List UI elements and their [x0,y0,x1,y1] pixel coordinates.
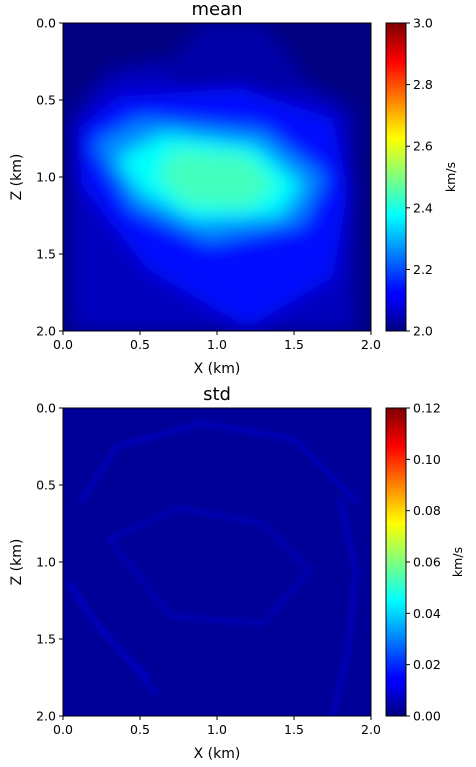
x-tick-label: 0.5 [130,722,150,737]
std-ylabel: Z (km) [9,539,25,586]
mean-y-ticks: 0.0 0.5 1.0 1.5 2.0 [36,16,63,339]
mean-heatmap [63,23,371,331]
std-panel: std 0.0 0.5 1.0 1.5 2.0 0.0 0.5 1.0 1.5 2.0 X (k… [9,384,465,762]
x-tick-label: 1.5 [284,722,304,737]
mean-colorbar-ticks: 2.0 2.2 2.4 2.6 2.8 3.0 [406,16,433,339]
mean-colorbar-label: km/s [443,162,458,192]
colorbar-tick-label: 2.8 [413,77,433,92]
x-tick-label: 0.0 [53,722,73,737]
std-title: std [203,384,231,405]
colorbar-tick-label: 0.10 [413,452,441,467]
field-streak-arc_upper [79,420,359,503]
x-tick-label: 0.0 [53,337,73,352]
colorbar-tick-label: 2.0 [413,324,433,339]
y-tick-label: 2.0 [36,709,56,724]
x-tick-label: 1.0 [207,722,227,737]
x-tick-label: 2.0 [361,337,381,352]
x-tick-label: 1.0 [207,337,227,352]
colorbar-tick-label: 3.0 [413,16,433,31]
y-tick-label: 1.0 [36,555,56,570]
colorbar-tick-label: 0.02 [413,657,441,672]
field-streak-inner_ring [106,505,312,627]
colorbar-tick-label: 0.08 [413,503,441,518]
std-x-ticks: 0.0 0.5 1.0 1.5 2.0 [53,716,381,737]
mean-title: mean [191,0,242,20]
mean-colorbar-gradient [385,22,407,332]
std-colorbar-label: km/s [450,547,465,577]
std-heatmap [63,408,371,716]
colorbar-tick-label: 0.06 [413,555,441,570]
colorbar-tick-label: 2.6 [413,139,433,154]
y-tick-label: 1.5 [36,632,56,647]
colorbar-tick-label: 2.4 [413,200,433,215]
field-streak-arc_right [330,497,359,716]
y-tick-label: 2.0 [36,324,56,339]
std-colorbar-ticks: 0.00 0.02 0.04 0.06 0.08 0.10 0.12 [406,401,441,724]
mean-ylabel: Z (km) [9,154,25,201]
y-tick-label: 0.0 [36,401,56,416]
std-xlabel: X (km) [194,746,241,762]
std-colorbar-gradient [385,407,407,717]
mean-xlabel: X (km) [194,361,241,377]
x-tick-label: 2.0 [361,722,381,737]
colorbar-tick-label: 0.00 [413,709,441,724]
y-tick-label: 1.5 [36,247,56,262]
mean-colorbar: 2.0 2.2 2.4 2.6 2.8 3.0 km/s [385,16,458,339]
y-tick-label: 1.0 [36,170,56,185]
y-tick-label: 0.5 [36,478,56,493]
y-tick-label: 0.5 [36,93,56,108]
mean-panel: mean 0.0 0.5 1.0 1.5 2.0 0.0 0.5 1.0 1.5 2.0 X (… [9,0,458,377]
std-background [63,408,371,716]
field-region-top_lobe [163,23,302,108]
x-tick-label: 1.5 [284,337,304,352]
std-colorbar: 0.00 0.02 0.04 0.06 0.08 0.10 0.12 km/s [385,401,465,724]
std-y-ticks: 0.0 0.5 1.0 1.5 2.0 [36,401,63,724]
y-tick-label: 0.0 [36,16,56,31]
mean-x-ticks: 0.0 0.5 1.0 1.5 2.0 [53,331,381,352]
colorbar-tick-label: 0.12 [413,401,441,416]
field-region-peak [158,149,276,208]
colorbar-tick-label: 2.2 [413,262,433,277]
colorbar-tick-label: 0.04 [413,606,441,621]
field-streak-streak_left_2 [75,598,158,696]
x-tick-label: 0.5 [130,337,150,352]
